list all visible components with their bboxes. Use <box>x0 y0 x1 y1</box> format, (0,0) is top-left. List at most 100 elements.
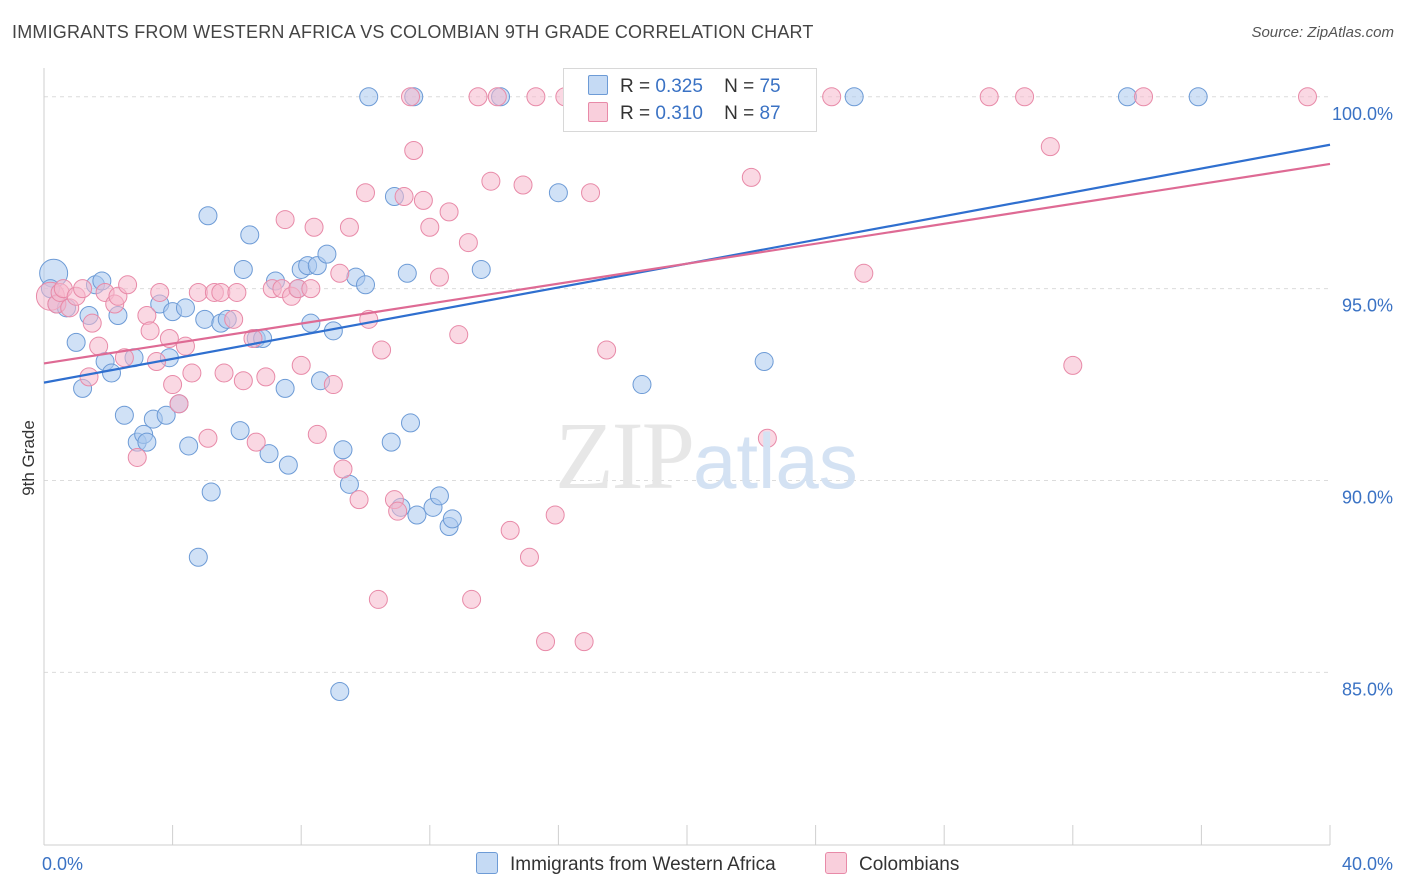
point-colombians <box>597 340 617 360</box>
point-colombians <box>536 632 556 652</box>
legend-r-value: 0.310 <box>655 103 703 124</box>
point-colombians <box>188 282 208 302</box>
point-western-africa <box>429 486 449 506</box>
point-colombians <box>545 505 565 525</box>
point-colombians <box>854 263 874 283</box>
point-colombians <box>413 190 433 210</box>
point-colombians <box>368 589 388 609</box>
point-western-africa <box>356 275 375 295</box>
point-colombians <box>574 632 594 652</box>
point-colombians <box>214 363 234 383</box>
point-western-africa <box>188 547 208 567</box>
legend-n-label: N = <box>724 76 755 97</box>
bottom-legend-colombians: Colombians <box>825 852 959 876</box>
point-colombians <box>198 428 218 448</box>
watermark-zip: ZIP <box>555 402 695 509</box>
point-western-africa <box>754 352 774 372</box>
point-colombians <box>741 167 761 187</box>
point-western-africa <box>195 309 215 329</box>
point-colombians <box>388 501 408 521</box>
point-colombians <box>581 183 601 203</box>
chart-title: IMMIGRANTS FROM WESTERN AFRICA VS COLOMB… <box>12 22 814 42</box>
point-western-africa <box>66 332 86 352</box>
point-colombians <box>140 321 160 341</box>
point-colombians <box>182 363 202 383</box>
point-western-africa <box>275 378 295 398</box>
bottom-legend-swatch-blue <box>476 852 498 874</box>
point-western-africa <box>156 405 176 425</box>
point-colombians <box>163 375 183 395</box>
point-western-africa <box>330 682 350 702</box>
point-western-africa <box>442 509 462 529</box>
y-tick-label: 100.0% <box>1332 104 1393 124</box>
bottom-legend-swatch-pink <box>825 852 847 874</box>
legend-n-value: 75 <box>759 76 781 97</box>
bottom-legend-western-africa: Immigrants from Western Africa <box>476 852 776 876</box>
watermark-atlas: atlas <box>693 417 858 505</box>
point-western-africa <box>333 440 353 460</box>
point-colombians <box>275 210 295 230</box>
trend-line-colombians <box>43 162 1331 365</box>
x-tick-label-max: 40.0% <box>1342 854 1393 874</box>
point-western-africa <box>397 263 417 283</box>
watermark: ZIPatlas <box>555 400 858 511</box>
point-western-africa <box>381 432 401 452</box>
series-immigrants-from-western-africa <box>39 87 1208 702</box>
point-colombians <box>429 267 449 287</box>
point-colombians <box>439 202 459 222</box>
point-colombians <box>1063 355 1083 375</box>
point-colombians <box>404 140 424 160</box>
point-colombians <box>487 87 507 107</box>
point-colombians <box>757 428 777 448</box>
y-tick-label: 95.0% <box>1342 296 1393 316</box>
point-colombians <box>304 217 324 237</box>
point-colombians <box>333 459 353 479</box>
point-western-africa <box>548 183 568 203</box>
point-colombians <box>458 233 478 253</box>
point-western-africa <box>179 436 199 456</box>
correlation-legend: R = 0.325 N = 75 R = 0.310 N = 87 <box>563 68 817 132</box>
point-western-africa <box>278 455 298 475</box>
legend-row-western-africa: R = 0.325 N = 75 <box>588 75 781 99</box>
point-colombians <box>330 263 350 283</box>
point-colombians <box>1015 87 1035 107</box>
point-colombians <box>82 313 102 333</box>
point-colombians <box>224 309 244 329</box>
point-colombians <box>323 375 343 395</box>
trend-lines <box>43 143 1331 384</box>
point-colombians <box>79 367 99 387</box>
point-colombians <box>1134 87 1154 107</box>
point-western-africa <box>1117 87 1137 107</box>
point-colombians <box>307 424 327 444</box>
point-colombians <box>246 432 266 452</box>
point-colombians <box>301 279 321 299</box>
point-western-africa <box>317 244 337 264</box>
point-colombians <box>420 217 440 237</box>
point-western-africa <box>102 363 122 383</box>
point-colombians <box>481 171 501 191</box>
point-colombians <box>394 187 414 207</box>
point-western-africa <box>175 298 195 318</box>
point-colombians <box>979 87 999 107</box>
y-tick-label: 85.0% <box>1342 679 1393 699</box>
legend-r-value: 0.325 <box>655 76 703 97</box>
point-colombians <box>150 282 170 302</box>
axes <box>43 68 1331 846</box>
y-axis-label: 9th Grade <box>19 420 38 496</box>
point-colombians <box>500 520 520 540</box>
point-colombians <box>349 490 369 510</box>
point-colombians <box>462 589 482 609</box>
point-colombians <box>227 282 247 302</box>
series-colombians <box>35 87 1317 652</box>
point-colombians <box>449 325 469 345</box>
bottom-legend-label: Colombians <box>859 854 960 875</box>
point-colombians <box>256 367 276 387</box>
point-colombians <box>1297 87 1317 107</box>
point-colombians <box>339 217 359 237</box>
point-colombians <box>233 371 253 391</box>
point-western-africa <box>201 482 221 502</box>
legend-n-value: 87 <box>759 103 781 124</box>
point-western-africa <box>259 444 279 464</box>
point-western-africa <box>230 421 250 441</box>
